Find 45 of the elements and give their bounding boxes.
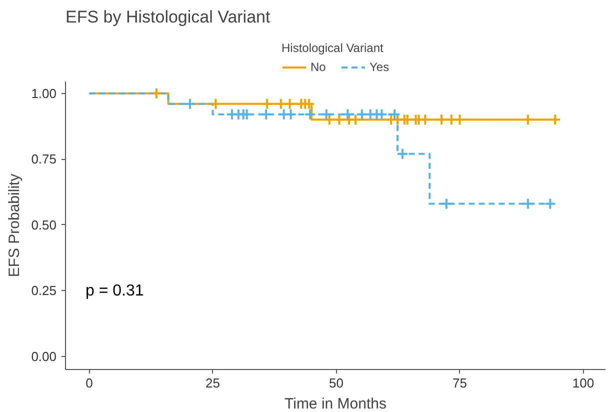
x-axis-title: Time in Months — [284, 396, 386, 412]
y-tick-label: 0.75 — [31, 152, 57, 167]
point — [323, 114, 336, 126]
x-tick-label: 50 — [329, 376, 344, 390]
legend-label: No — [310, 60, 327, 74]
point — [184, 98, 196, 110]
point — [303, 98, 316, 110]
point — [333, 114, 346, 126]
x-tick-label: 75 — [452, 376, 467, 390]
point — [261, 98, 274, 110]
x-tick-label: 25 — [206, 376, 220, 390]
annotation: p = 0.31 — [86, 282, 144, 300]
point — [396, 148, 408, 160]
point — [522, 114, 534, 126]
x-tick-label: 0 — [86, 376, 93, 390]
y-tick-label: 0.00 — [31, 348, 57, 364]
y-axis-title: EFS Probability — [6, 173, 24, 278]
point — [440, 198, 452, 210]
point — [350, 114, 362, 126]
point — [210, 98, 222, 110]
point — [435, 114, 448, 126]
point — [356, 108, 368, 120]
y-tick-label: 1.00 — [31, 86, 57, 101]
legend-label: Yes — [370, 60, 390, 74]
legend-title: Histological Variant — [282, 41, 384, 55]
point — [260, 108, 272, 120]
point — [388, 108, 401, 120]
point — [240, 108, 253, 120]
point — [304, 108, 316, 120]
point — [284, 98, 296, 110]
point — [320, 108, 332, 120]
chart-title: EFS by Histological Variant — [66, 8, 270, 26]
point — [284, 108, 297, 120]
point — [454, 114, 466, 126]
point — [419, 114, 432, 126]
y-tick-label: 0.50 — [31, 217, 57, 232]
point — [544, 198, 556, 210]
point — [342, 108, 354, 120]
point — [522, 198, 534, 210]
point — [274, 98, 287, 110]
x-tick-label: 100 — [572, 376, 594, 390]
y-tick-label: 0.25 — [31, 283, 57, 298]
point — [150, 87, 162, 100]
point — [401, 114, 414, 126]
point — [445, 114, 458, 126]
